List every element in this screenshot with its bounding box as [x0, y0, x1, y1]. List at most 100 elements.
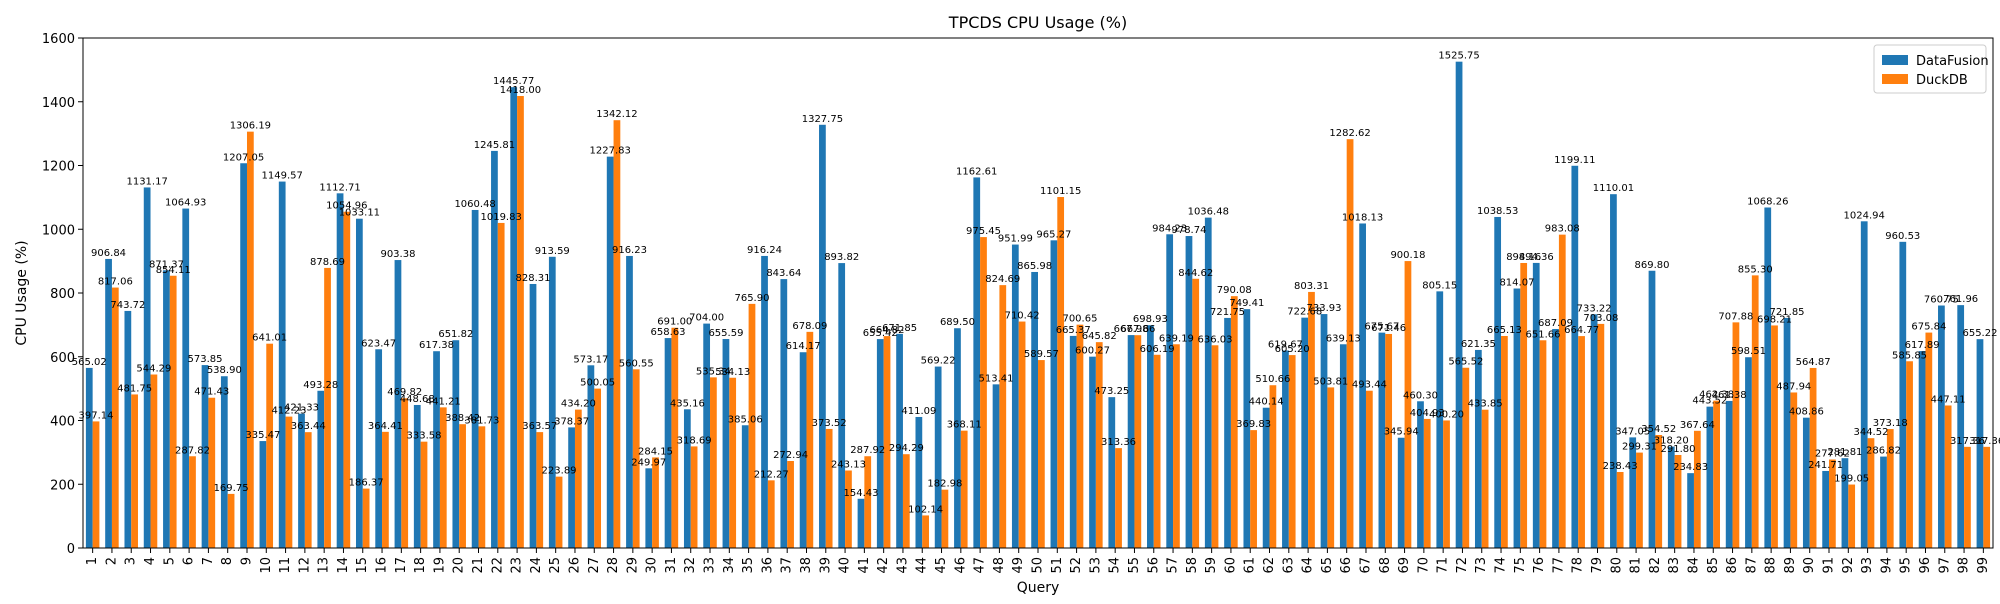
x-tick-label: 58 — [1185, 557, 1200, 574]
bar-duckdb-q51 — [1057, 197, 1065, 548]
x-tick-label: 51 — [1050, 557, 1065, 574]
bar-value-label: 381.73 — [464, 415, 499, 426]
bar-datafusion-q48 — [992, 384, 1000, 548]
bar-duckdb-q24 — [536, 432, 544, 548]
bar-value-label: 691.00 — [657, 317, 692, 328]
bar-value-label: 871.37 — [149, 259, 184, 270]
bar-datafusion-q71 — [1436, 291, 1444, 548]
bar-value-label: 658.63 — [651, 327, 686, 338]
bar-duckdb-q15 — [362, 488, 370, 548]
x-tick-label: 43 — [895, 557, 910, 574]
bar-duckdb-q27 — [594, 388, 602, 548]
x-tick-label: 4 — [143, 557, 158, 565]
bar-value-label: 893.82 — [824, 252, 859, 263]
bar-value-label: 698.21 — [1757, 314, 1792, 325]
bar-duckdb-q77 — [1558, 234, 1566, 548]
bar-value-label: 983.08 — [1545, 224, 1580, 235]
bar-duckdb-q79 — [1597, 323, 1605, 548]
bar-duckdb-q93 — [1867, 438, 1875, 548]
bar-datafusion-q29 — [626, 255, 633, 548]
bar-datafusion-q25 — [548, 256, 556, 548]
bar-value-label: 665.13 — [1487, 325, 1522, 336]
x-tick-label: 21 — [471, 557, 486, 574]
bar-datafusion-q4 — [143, 187, 151, 548]
bar-value-label: 704.00 — [689, 313, 724, 324]
x-tick-label: 15 — [355, 557, 370, 574]
bar-value-label: 154.43 — [843, 488, 878, 499]
bar-value-label: 641.01 — [252, 333, 287, 344]
y-tick-label: 200 — [50, 478, 75, 493]
bar-datafusion-q79 — [1590, 314, 1598, 548]
bar-value-label: 598.51 — [1731, 346, 1766, 357]
bar-datafusion-q59 — [1204, 217, 1212, 548]
bar-value-label: 435.16 — [670, 398, 705, 409]
bar-datafusion-q91 — [1822, 470, 1830, 548]
bar-value-label: 667.66 — [1120, 324, 1155, 335]
y-axis-label: CPU Usage (%) — [14, 240, 30, 345]
bar-value-label: 665.37 — [1056, 325, 1091, 336]
x-tick-label: 50 — [1031, 557, 1046, 574]
bar-value-label: 447.11 — [1931, 394, 1966, 405]
bar-value-label: 722.68 — [1287, 307, 1322, 318]
bar-value-label: 894.36 — [1519, 252, 1554, 263]
x-tick-label: 52 — [1069, 557, 1084, 574]
bar-duckdb-q37 — [787, 461, 794, 548]
x-tick-label: 49 — [1011, 557, 1026, 574]
bar-value-label: 710.42 — [1005, 311, 1040, 322]
bar-duckdb-q56 — [1153, 354, 1161, 548]
bar-value-label: 600.27 — [1075, 346, 1110, 357]
bar-value-label: 344.52 — [1853, 427, 1888, 438]
bar-value-label: 318.69 — [677, 435, 712, 446]
bar-value-label: 411.09 — [901, 406, 936, 417]
x-tick-label: 48 — [992, 557, 1007, 574]
bar-value-label: 493.44 — [1352, 380, 1387, 391]
bar-datafusion-q16 — [375, 349, 383, 548]
bar-duckdb-q25 — [555, 476, 563, 548]
bar-duckdb-q63 — [1288, 355, 1296, 548]
bar-value-label: 614.17 — [786, 341, 821, 352]
bar-duckdb-q65 — [1327, 387, 1335, 548]
x-tick-label: 85 — [1706, 557, 1721, 574]
bar-datafusion-q27 — [587, 365, 595, 548]
x-tick-label: 32 — [683, 557, 698, 574]
y-axis: 0 200 400 600 800 1000 1200 1400 1600 — [42, 32, 83, 557]
bar-value-label: 655.42 — [863, 328, 898, 339]
bar-datafusion-q95 — [1899, 241, 1907, 548]
x-tick-label: 30 — [645, 557, 660, 574]
bar-value-label: 487.94 — [1776, 381, 1811, 392]
bar-value-label: 1110.01 — [1593, 183, 1634, 194]
bar-value-label: 473.25 — [1094, 386, 1129, 397]
bar-duckdb-q86 — [1732, 322, 1740, 548]
bar-value-label: 317.36 — [1969, 436, 2000, 447]
bar-datafusion-q69 — [1397, 437, 1405, 548]
bar-value-label: 636.03 — [1198, 334, 1233, 345]
bar-datafusion-q67 — [1359, 223, 1366, 548]
bar-datafusion-q18 — [413, 404, 421, 548]
x-tick-label: 62 — [1262, 557, 1277, 574]
bar-duckdb-q43 — [902, 454, 910, 548]
bar-datafusion-q70 — [1417, 401, 1424, 548]
bar-duckdb-q53 — [1095, 342, 1103, 548]
bar-value-label: 212.27 — [754, 469, 789, 480]
bar-value-label: 461.38 — [1712, 390, 1747, 401]
x-tick-label: 10 — [259, 557, 274, 574]
bar-value-label: 703.08 — [1583, 313, 1618, 324]
bar-value-label: 443.52 — [1692, 396, 1727, 407]
bar-value-label: 965.27 — [1036, 229, 1071, 240]
x-tick-label: 71 — [1436, 557, 1451, 574]
x-tick-label: 6 — [182, 557, 197, 565]
bar-value-label: 421.33 — [284, 403, 319, 414]
bar-datafusion-q88 — [1764, 207, 1772, 549]
bar-value-label: 606.19 — [1140, 344, 1175, 355]
bar-duckdb-q91 — [1829, 459, 1836, 548]
bar-duckdb-q83 — [1674, 454, 1682, 548]
bar-datafusion-q52 — [1069, 335, 1077, 548]
legend-swatch-duckdb — [1882, 74, 1908, 84]
x-tick-label: 88 — [1764, 557, 1779, 574]
bar-datafusion-q3 — [124, 310, 132, 548]
bar-duckdb-q40 — [845, 470, 852, 548]
bar-value-label: 500.05 — [580, 378, 615, 389]
bar-datafusion-q22 — [491, 150, 498, 548]
bar-value-label: 805.15 — [1422, 280, 1457, 291]
